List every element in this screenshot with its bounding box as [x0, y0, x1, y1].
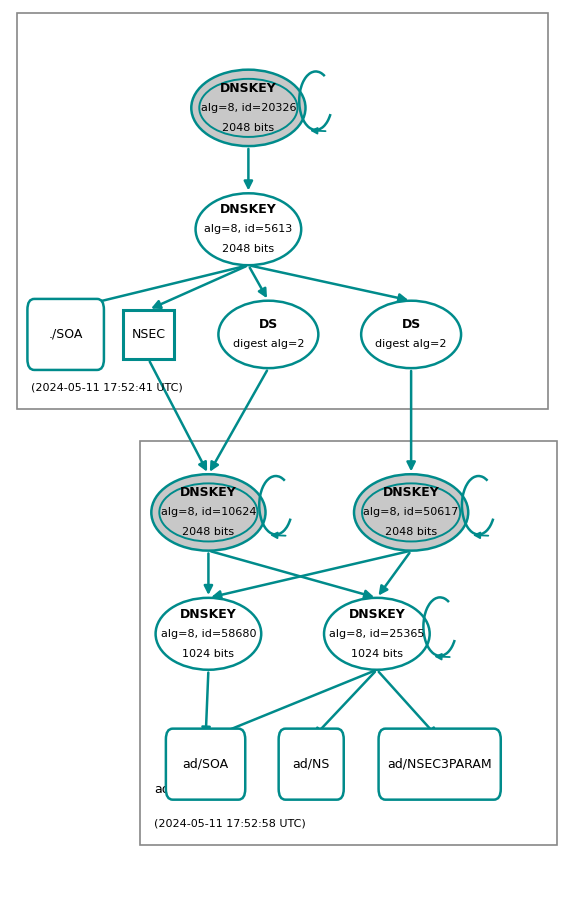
- Text: (2024-05-11 17:52:41 UTC): (2024-05-11 17:52:41 UTC): [31, 383, 183, 393]
- Text: DS: DS: [259, 318, 278, 331]
- FancyBboxPatch shape: [27, 298, 104, 370]
- Text: alg=8, id=50617: alg=8, id=50617: [363, 507, 459, 518]
- Text: alg=8, id=58680: alg=8, id=58680: [160, 628, 256, 639]
- Text: ad/NSEC3PARAM: ad/NSEC3PARAM: [387, 758, 492, 770]
- Text: .: .: [31, 347, 35, 360]
- Text: DNSKEY: DNSKEY: [180, 486, 237, 499]
- FancyBboxPatch shape: [166, 728, 246, 800]
- Text: 1024 bits: 1024 bits: [351, 648, 403, 659]
- Text: NSEC: NSEC: [131, 328, 166, 341]
- Text: 2048 bits: 2048 bits: [222, 244, 275, 254]
- Text: alg=8, id=10624: alg=8, id=10624: [160, 507, 256, 518]
- Text: ./SOA: ./SOA: [49, 328, 83, 341]
- FancyBboxPatch shape: [379, 728, 501, 800]
- Text: alg=8, id=25365: alg=8, id=25365: [329, 628, 425, 639]
- Text: alg=8, id=20326: alg=8, id=20326: [200, 102, 296, 113]
- Text: 2048 bits: 2048 bits: [222, 122, 275, 133]
- Text: digest alg=2: digest alg=2: [232, 339, 304, 350]
- Ellipse shape: [191, 70, 305, 146]
- Text: DS: DS: [401, 318, 421, 331]
- Ellipse shape: [324, 598, 430, 670]
- FancyBboxPatch shape: [279, 728, 344, 800]
- Ellipse shape: [155, 598, 262, 670]
- Text: ad: ad: [154, 783, 170, 796]
- Text: DNSKEY: DNSKEY: [220, 203, 277, 216]
- Ellipse shape: [361, 300, 461, 369]
- Text: DNSKEY: DNSKEY: [383, 486, 440, 499]
- Text: 1024 bits: 1024 bits: [182, 648, 235, 659]
- Ellipse shape: [151, 475, 266, 550]
- Bar: [140, 441, 557, 845]
- Text: ad/SOA: ad/SOA: [183, 758, 228, 770]
- Bar: [17, 13, 548, 409]
- Text: DNSKEY: DNSKEY: [348, 608, 405, 620]
- Text: DNSKEY: DNSKEY: [220, 82, 277, 94]
- Ellipse shape: [195, 193, 301, 265]
- Text: (2024-05-11 17:52:58 UTC): (2024-05-11 17:52:58 UTC): [154, 819, 306, 829]
- Text: ad/NS: ad/NS: [292, 758, 330, 770]
- Text: 2048 bits: 2048 bits: [385, 527, 437, 538]
- Text: 2048 bits: 2048 bits: [182, 527, 235, 538]
- Text: digest alg=2: digest alg=2: [375, 339, 447, 350]
- Text: alg=8, id=5613: alg=8, id=5613: [204, 224, 292, 235]
- Ellipse shape: [354, 475, 468, 550]
- Ellipse shape: [218, 300, 319, 369]
- Bar: [123, 309, 174, 359]
- Text: DNSKEY: DNSKEY: [180, 608, 237, 620]
